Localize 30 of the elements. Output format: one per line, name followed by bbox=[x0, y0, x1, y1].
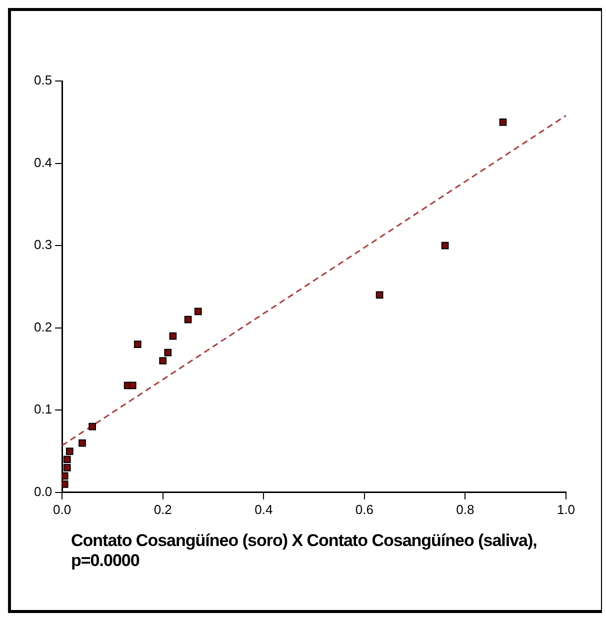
x-tick-label: 0.4 bbox=[254, 502, 273, 517]
point bbox=[63, 464, 71, 472]
point bbox=[194, 308, 202, 316]
x-tick-label: 1.0 bbox=[556, 502, 576, 517]
x-tick-label: 0.2 bbox=[154, 502, 172, 517]
point bbox=[499, 118, 507, 126]
point bbox=[128, 382, 136, 390]
y-tick-label: 0.3 bbox=[34, 237, 52, 252]
point bbox=[164, 348, 172, 356]
x-axis-title: Contato Cosangüíneo (soro) X Contato Cosangüíneo (saliva), p=0.0000 bbox=[71, 531, 538, 571]
x-tick-label: 0.8 bbox=[456, 502, 474, 517]
point bbox=[62, 480, 68, 488]
x-tick-label: 0.6 bbox=[355, 502, 374, 517]
y-tick-label: 0.4 bbox=[34, 154, 52, 170]
point bbox=[78, 439, 86, 447]
y-tick-label: 0.0 bbox=[34, 484, 52, 499]
point bbox=[62, 472, 68, 480]
point bbox=[441, 242, 449, 250]
point bbox=[66, 448, 74, 455]
point bbox=[88, 422, 96, 430]
y-tick-label: 0.2 bbox=[34, 319, 52, 334]
point bbox=[63, 456, 71, 464]
point bbox=[134, 340, 142, 348]
point bbox=[159, 357, 167, 364]
x-tick-label: 0.0 bbox=[53, 502, 72, 517]
point bbox=[169, 332, 177, 340]
point bbox=[376, 291, 384, 299]
y-tick-label: 0.5 bbox=[34, 72, 52, 88]
y-tick-label: 0.1 bbox=[34, 402, 52, 417]
point bbox=[184, 316, 192, 324]
